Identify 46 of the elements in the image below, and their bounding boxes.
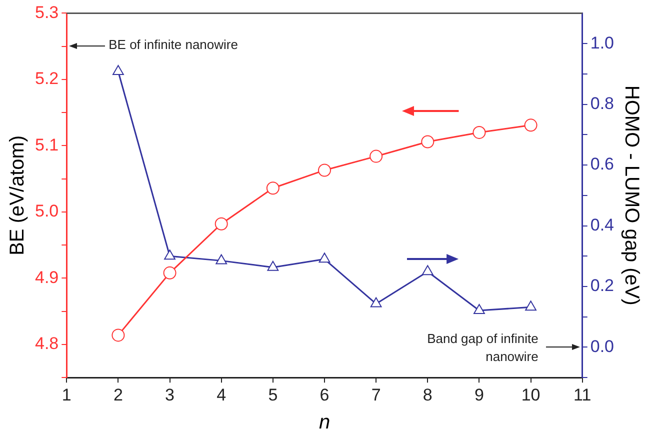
y-tick-label: 5.2 — [34, 69, 59, 88]
point — [421, 135, 434, 148]
x-tick-label: 4 — [216, 385, 226, 404]
x-tick-label: 11 — [574, 385, 592, 404]
x-tick-label: 5 — [268, 385, 278, 404]
x-tick-label: 6 — [320, 385, 330, 404]
x-tick-label: 1 — [62, 385, 72, 404]
point — [163, 266, 176, 280]
y-tick-label: 5.3 — [34, 2, 59, 22]
y2-tick-label: 0.0 — [590, 336, 614, 356]
y-axis-title: BE (eV/atom) — [6, 135, 29, 256]
y-tick-label: 5.0 — [34, 202, 59, 221]
y-tick-label: 4.9 — [34, 268, 59, 287]
y-tick-label: 4.8 — [34, 334, 59, 354]
annotation: Band gap of infinite nanowire — [426, 330, 538, 366]
point — [525, 300, 536, 311]
y2-axis-title: HOMO - LUMO gap (eV) — [620, 85, 642, 306]
point — [216, 254, 228, 264]
point — [472, 126, 486, 139]
annotation: BE of infinite nanowire — [108, 36, 238, 52]
y2-tick-label: 0.8 — [590, 94, 614, 113]
point — [318, 252, 330, 263]
x-tick-label: 10 — [521, 385, 540, 404]
x-tick-label: 9 — [474, 385, 484, 404]
y2-tick-label: 0.6 — [590, 154, 614, 174]
y2-tick-label: 1.0 — [590, 33, 614, 52]
point — [318, 164, 331, 177]
point — [370, 297, 382, 308]
point — [524, 118, 538, 132]
point — [112, 328, 125, 342]
point — [112, 65, 124, 76]
x-tick-label: 3 — [165, 385, 175, 404]
x-tick-label: 2 — [113, 385, 123, 404]
point — [214, 217, 228, 230]
y2-tick-label: 0.4 — [590, 215, 614, 234]
point — [266, 182, 280, 195]
point — [164, 250, 176, 260]
x-tick-label: 7 — [371, 385, 381, 404]
point — [370, 150, 383, 163]
y2-tick-label: 0.2 — [590, 276, 614, 296]
point — [422, 265, 434, 276]
x-tick-label: 8 — [422, 385, 432, 404]
x-axis-title: n — [318, 412, 330, 434]
point — [474, 304, 485, 314]
y-tick-label: 5.1 — [34, 135, 59, 154]
point — [267, 260, 279, 271]
